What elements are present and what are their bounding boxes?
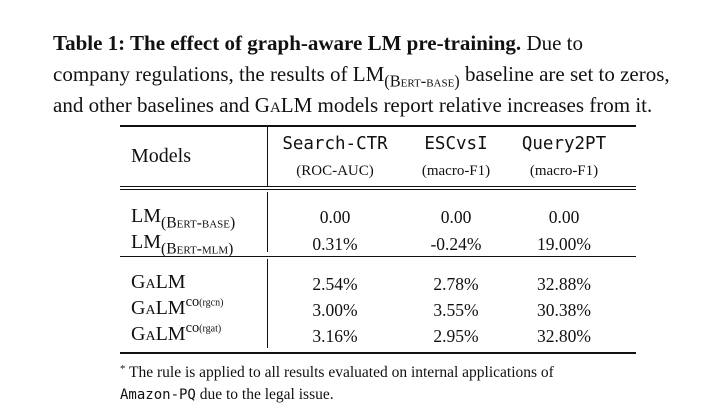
group-rule bbox=[120, 256, 636, 257]
model-subscript: (Bert-mlm) bbox=[161, 240, 234, 258]
caption-text: Due to bbox=[526, 31, 584, 55]
table-cell: 3.55% bbox=[433, 300, 479, 320]
model-base-label: LM bbox=[155, 323, 186, 345]
top-rule bbox=[120, 125, 636, 127]
column-divider bbox=[267, 192, 268, 252]
caption-line-3: and other baselines and GaLM models repo… bbox=[53, 90, 713, 121]
header-metric-search-ctr: Search-CTR bbox=[282, 134, 388, 154]
model-lm-bert-base: LM(Bert-base) bbox=[131, 205, 236, 232]
header-rule bbox=[120, 186, 636, 187]
caption-text: company regulations, the results of LM bbox=[53, 62, 385, 86]
model-base-label: G bbox=[131, 323, 146, 345]
model-superscript: co bbox=[185, 294, 200, 311]
header-metric-query2pt: Query2PT bbox=[521, 134, 607, 154]
column-divider bbox=[267, 259, 268, 348]
model-superscript-variant: (rgat) bbox=[199, 323, 222, 335]
table-cell: 19.00% bbox=[537, 234, 591, 254]
footnote-text: due to the legal issue. bbox=[195, 386, 334, 403]
table-cell: 3.00% bbox=[312, 300, 358, 320]
header-rule bbox=[120, 189, 636, 190]
caption-title: Table 1: The effect of graph-aware LM pr… bbox=[53, 31, 522, 55]
model-base-label: LM bbox=[131, 231, 161, 253]
table-footnote: * The rule is applied to all results eva… bbox=[120, 362, 660, 406]
caption-line-1: Table 1: The effect of graph-aware LM pr… bbox=[53, 28, 713, 59]
table-cell: 0.00 bbox=[548, 207, 580, 227]
header-models: Models bbox=[131, 145, 191, 167]
model-smallcap: a bbox=[145, 297, 156, 319]
model-base-label: G bbox=[131, 297, 146, 319]
footnote-code: Amazon-PQ bbox=[120, 387, 196, 403]
model-superscript-variant: (rgcn) bbox=[199, 297, 224, 309]
model-superscript: co bbox=[185, 320, 200, 337]
table-cell: 3.16% bbox=[312, 326, 358, 346]
model-base-label: LM bbox=[131, 205, 161, 227]
model-base-label: LM bbox=[155, 271, 186, 293]
table-cell: 32.88% bbox=[537, 274, 591, 294]
table-cell: 32.80% bbox=[537, 326, 591, 346]
caption-text: LM models report relative increases from… bbox=[280, 93, 653, 117]
caption-text: and other baselines and G bbox=[53, 93, 270, 117]
caption-smallcap: a bbox=[269, 93, 281, 117]
caption-line-2: company regulations, the results of LM(B… bbox=[53, 59, 713, 90]
table-cell: 0.00 bbox=[319, 207, 351, 227]
footnote-text: The rule is applied to all results evalu… bbox=[125, 364, 554, 381]
table-cell: 30.38% bbox=[537, 300, 591, 320]
header-metric-escvsi: ESCvsI bbox=[424, 134, 488, 154]
table-cell: 0.31% bbox=[312, 234, 358, 254]
model-subscript: (Bert-base) bbox=[161, 214, 236, 232]
table-cell: -0.24% bbox=[430, 234, 482, 254]
model-smallcap: a bbox=[145, 271, 156, 293]
model-base-label: LM bbox=[155, 297, 186, 319]
model-galm-co-rgcn: GaLMco(rgcn) bbox=[131, 294, 224, 320]
header-measure-escvsi: (macro-F1) bbox=[421, 163, 491, 179]
header-measure-query2pt: (macro-F1) bbox=[529, 163, 599, 179]
model-galm-co-rgat: GaLMco(rgat) bbox=[131, 320, 222, 346]
table-cell: 0.00 bbox=[440, 207, 472, 227]
caption-subscript: (Bert-base) bbox=[384, 71, 460, 91]
bottom-rule bbox=[120, 352, 636, 354]
footnote-marker: * bbox=[120, 363, 126, 376]
table-cell: 2.78% bbox=[433, 274, 479, 294]
table-cell: 2.54% bbox=[312, 274, 358, 294]
caption-text: baseline are set to zeros, bbox=[465, 62, 670, 86]
column-divider bbox=[267, 127, 268, 186]
table-caption: Table 1: The effect of graph-aware LM pr… bbox=[53, 28, 713, 121]
model-galm: GaLM bbox=[131, 271, 186, 294]
model-lm-bert-mlm: LM(Bert-mlm) bbox=[131, 231, 234, 258]
model-base-label: G bbox=[131, 271, 146, 293]
table-cell: 2.95% bbox=[433, 326, 479, 346]
model-smallcap: a bbox=[145, 323, 156, 345]
header-measure-search-ctr: (ROC-AUC) bbox=[296, 163, 374, 179]
